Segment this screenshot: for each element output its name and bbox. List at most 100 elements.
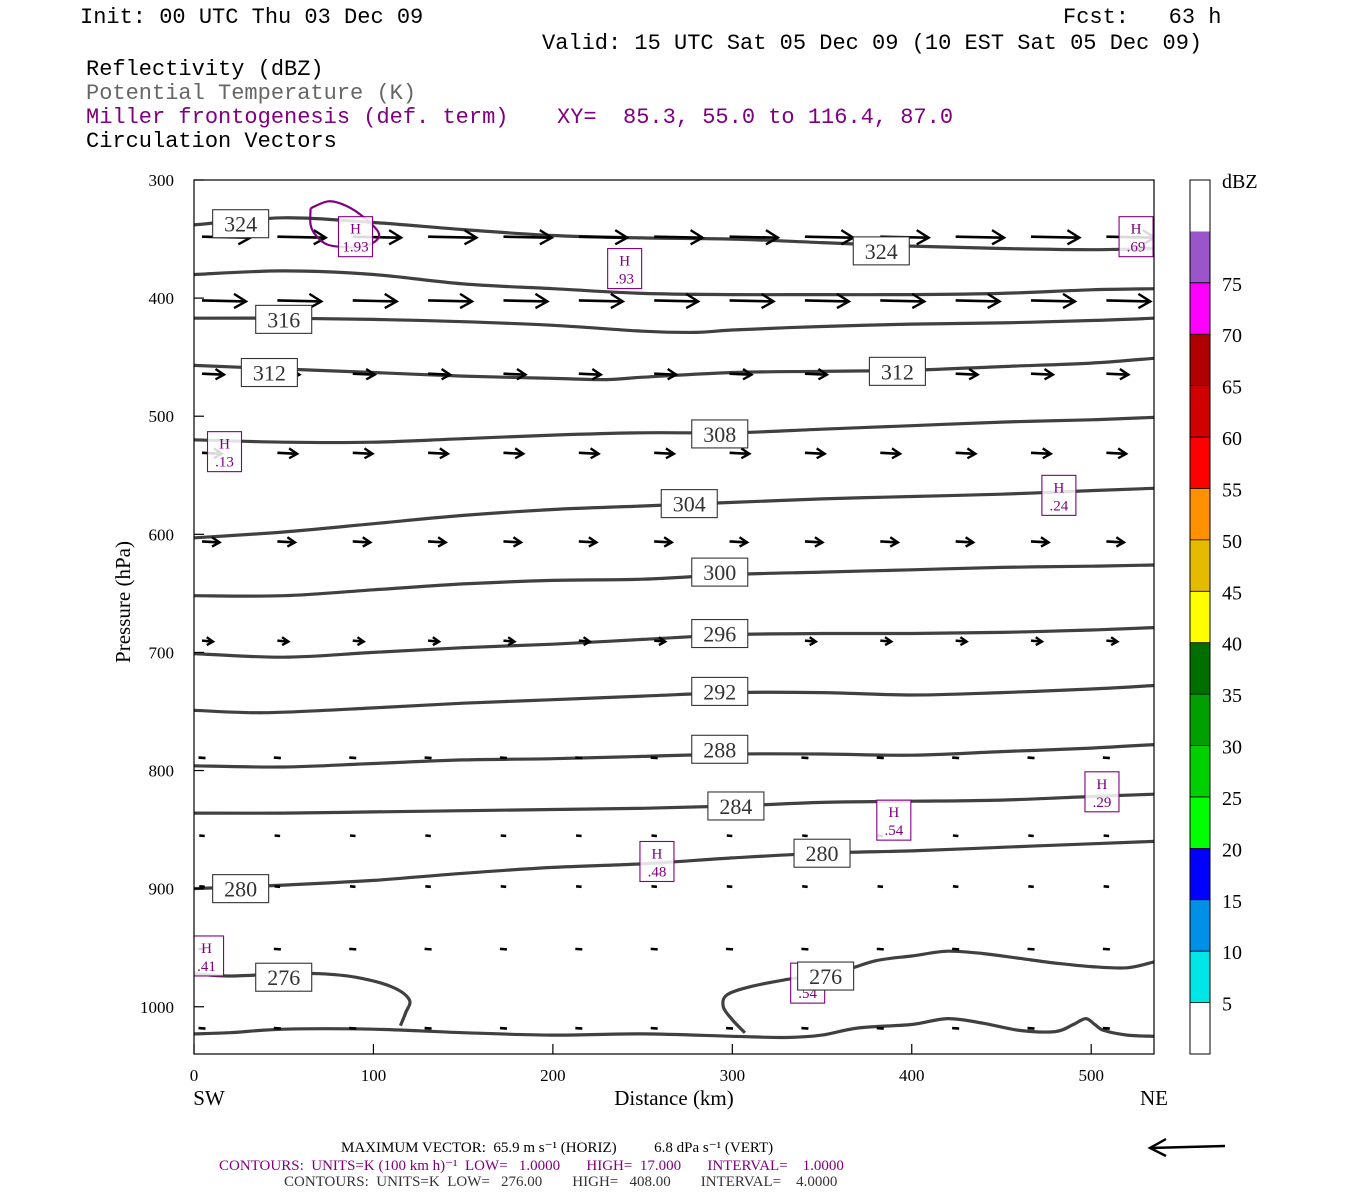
theta-contour-296 — [194, 626, 1154, 659]
vector-arrow — [274, 834, 281, 838]
field-frontogenesis: Miller frontogenesis (def. term) — [86, 105, 509, 130]
vector-arrow — [952, 756, 960, 760]
colorbar-swatch — [1190, 591, 1210, 643]
vector-arrow — [955, 235, 1005, 239]
vector-arrow — [1106, 451, 1127, 456]
vector-arrow — [349, 1026, 357, 1030]
colorbar-swatch — [1190, 231, 1210, 283]
theta-label-box — [691, 557, 749, 587]
vector-arrowhead — [1117, 447, 1129, 460]
vector-arrow — [1030, 451, 1051, 456]
colorbar-swatch — [1190, 385, 1210, 438]
colorbar-swatch — [1190, 282, 1210, 335]
vector-arrowhead — [514, 447, 526, 460]
vector-arrowhead — [884, 636, 894, 647]
frontogenesis-max-letter: H — [652, 846, 663, 862]
vector-arrow — [199, 834, 205, 838]
vector-arrow — [1028, 884, 1034, 889]
vector-arrowhead — [214, 368, 227, 381]
colorbar-swatch — [1190, 796, 1210, 849]
vector-arrowhead — [889, 536, 901, 548]
vector-arrowhead — [591, 368, 604, 381]
vector-arrow — [578, 235, 628, 239]
colorbar-frame — [1189, 179, 1211, 1055]
vector-arrow — [654, 235, 703, 239]
vector-arrow — [804, 372, 827, 376]
valid-time-label: Valid: 15 UTC Sat 05 Dec 09 (10 EST Sat … — [542, 31, 1203, 56]
theta-label-box — [240, 357, 298, 388]
frontogenesis-max-box — [639, 840, 675, 883]
x-tick-label: 100 — [361, 1066, 387, 1085]
vector-arrow — [726, 834, 733, 838]
vector-arrow — [1030, 299, 1076, 303]
vector-arrow — [801, 947, 809, 951]
frontogenesis-max-box — [1084, 771, 1120, 813]
vector-arrow — [804, 451, 825, 456]
vector-arrowhead — [363, 447, 375, 460]
vector-arrow — [499, 756, 508, 760]
vector-arrowhead — [658, 636, 668, 647]
vector-arrow — [880, 540, 898, 544]
vector-arrowhead — [308, 292, 324, 310]
y-tick-label: 900 — [149, 880, 175, 899]
frontogenesis-max-letter: H — [201, 941, 212, 957]
x-tick-label: 300 — [720, 1066, 746, 1085]
plot-frame — [193, 179, 1155, 1055]
vector-arrowhead — [1040, 536, 1051, 548]
forecast-hour-label: Fcst: 63 h — [1063, 5, 1222, 30]
axes: 0 100 200 300 400 500 300 400 500 600 700 800 900 100… — [140, 171, 1104, 1085]
frontogenesis-max-value: .48 — [648, 864, 667, 880]
theta-label-box — [797, 961, 855, 991]
vector-arrowhead — [1062, 292, 1078, 310]
colorbar-swatch — [1190, 1002, 1210, 1054]
theta-contour-308 — [194, 415, 1154, 445]
vector-arrow — [201, 540, 220, 544]
frontogenesis-max-box — [194, 935, 225, 977]
frontogenesis-max-box — [206, 431, 243, 473]
theta-contour-300 — [194, 563, 1154, 598]
vector-arrowhead — [539, 229, 555, 246]
vector-arrow — [802, 884, 808, 889]
theta-label: 308 — [703, 422, 736, 447]
colorbar-label: 60 — [1222, 428, 1242, 450]
vector-arrow — [352, 540, 371, 544]
vector-arrowhead — [665, 447, 677, 460]
vector-arrow — [804, 299, 849, 303]
vector-arrow — [578, 451, 599, 456]
vector-arrow — [876, 1026, 884, 1030]
vector-arrowhead — [534, 292, 550, 310]
vector-arrow — [428, 540, 446, 544]
vector-arrow — [349, 834, 356, 838]
frontogenesis-max-value: 1.93 — [342, 240, 368, 256]
vector-arrow — [651, 834, 658, 838]
vector-arrowhead — [281, 636, 291, 647]
x-tick-label: 200 — [540, 1066, 566, 1085]
theta-contour-info: CONTOURS: UNITS=K LOW= 276.00 HIGH= 408.… — [284, 1174, 838, 1190]
vector-arrow — [952, 1026, 960, 1030]
vector-arrow — [876, 947, 884, 951]
vector-arrow — [650, 756, 658, 760]
theta-label-box — [852, 236, 910, 266]
vector-arrowhead — [582, 636, 593, 647]
vector-arrow — [1027, 947, 1035, 951]
theta-label: 276 — [267, 965, 300, 990]
vector-arrow — [725, 947, 734, 951]
vector-arrow — [729, 372, 752, 376]
colorbar-label: 20 — [1222, 839, 1242, 861]
vector-arrow — [503, 235, 552, 239]
vector-arrow — [877, 884, 884, 889]
vector-arrowhead — [1137, 292, 1153, 310]
vector-arrowhead — [206, 636, 216, 647]
vector-arrow — [1030, 372, 1054, 376]
vector-arrowhead — [685, 292, 701, 310]
vector-arrow — [349, 947, 357, 951]
vector-arrowhead — [1119, 368, 1131, 381]
vector-arrowhead — [808, 636, 819, 647]
vector-arrowhead — [964, 536, 976, 548]
y-tick-label: 400 — [149, 289, 175, 308]
vector-arrowhead — [211, 536, 222, 548]
vector-arrow — [424, 756, 432, 760]
cross-section-endpoints: XY= 85.3, 55.0 to 116.4, 87.0 — [557, 105, 954, 130]
vector-arrow — [349, 756, 357, 760]
